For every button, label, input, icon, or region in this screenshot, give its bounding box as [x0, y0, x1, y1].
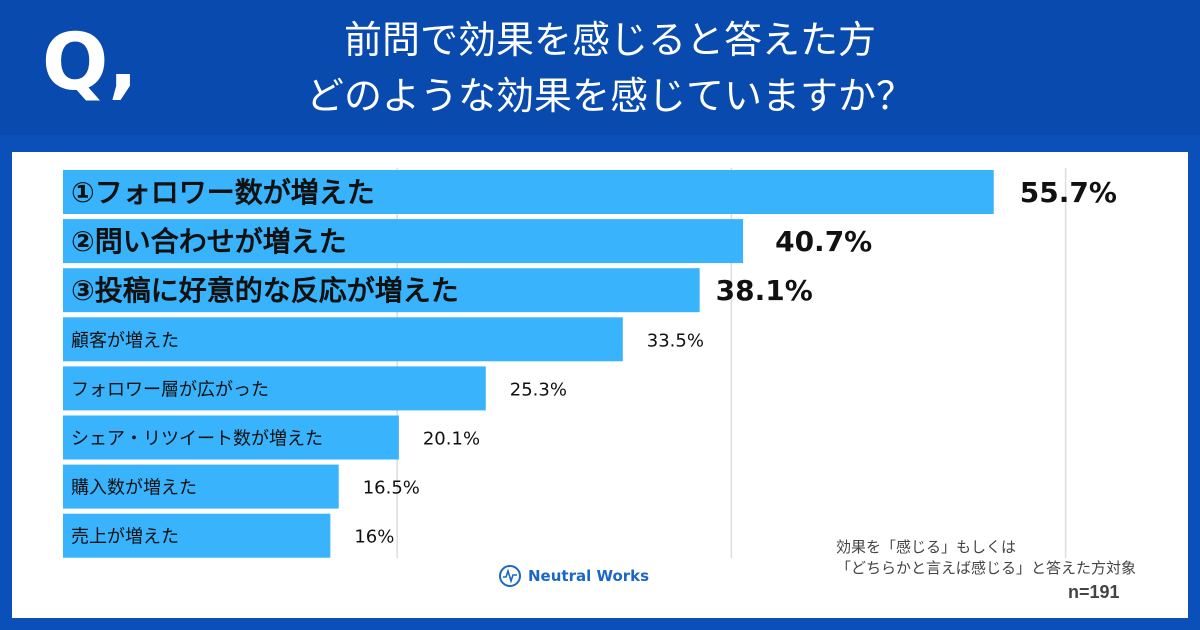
- logo-icon: [499, 565, 521, 587]
- bar: [63, 464, 339, 509]
- bar-category-label: ②問い合わせが増えた: [71, 225, 347, 258]
- logo-text: Neutral Works: [528, 567, 650, 585]
- bar-value-label: 33.5%: [647, 330, 704, 351]
- bar: [63, 317, 623, 362]
- bar-category-label: シェア・リツイート数が増えた: [71, 429, 323, 450]
- note-line: 「どちらかと言えば感じる」と答えた方対象: [836, 559, 1137, 577]
- logo: Neutral Works: [498, 564, 649, 588]
- bar: [63, 415, 399, 460]
- survey-note: 効果を「感じる」もしくは「どちらかと言えば感じる」と答えた方対象: [836, 537, 1136, 579]
- bar-value-label: 55.7%: [1020, 176, 1117, 209]
- bar-value-label: 20.1%: [423, 429, 480, 450]
- header: Q, 前問で効果を感じると答えた方 どのような効果を感じていますか？: [0, 0, 1200, 135]
- bar-value-label: 16%: [354, 527, 394, 548]
- bar-category-label: ①フォロワー数が増えた: [71, 176, 375, 209]
- q-mark: Q,: [42, 18, 138, 108]
- bar-value-label: 38.1%: [716, 274, 813, 307]
- bar: [63, 513, 331, 558]
- bar-value-label: 16.5%: [363, 478, 420, 499]
- bar: [63, 170, 994, 214]
- title-line: どのような効果を感じていますか？: [305, 74, 914, 118]
- bar: [63, 219, 744, 264]
- bar-category-label: 顧客が増えた: [71, 330, 179, 351]
- sample-size: n=191: [1068, 582, 1120, 602]
- bar-category-label: 売上が増えた: [71, 527, 179, 548]
- bar-value-label: 40.7%: [775, 225, 872, 258]
- title-line: 前問で効果を感じると答えた方: [343, 18, 876, 62]
- bar-category-label: ③投稿に好意的な反応が増えた: [71, 274, 459, 307]
- note-line: 効果を「感じる」もしくは: [836, 538, 1017, 556]
- bar: [63, 268, 700, 313]
- bar-category-label: フォロワー層が広がった: [71, 379, 269, 400]
- bar-value-label: 25.3%: [510, 379, 567, 400]
- bar-category-label: 購入数が増えた: [71, 478, 197, 499]
- page-title: 前問で効果を感じると答えた方 どのような効果を感じていますか？: [180, 12, 1040, 124]
- bar: [63, 366, 486, 411]
